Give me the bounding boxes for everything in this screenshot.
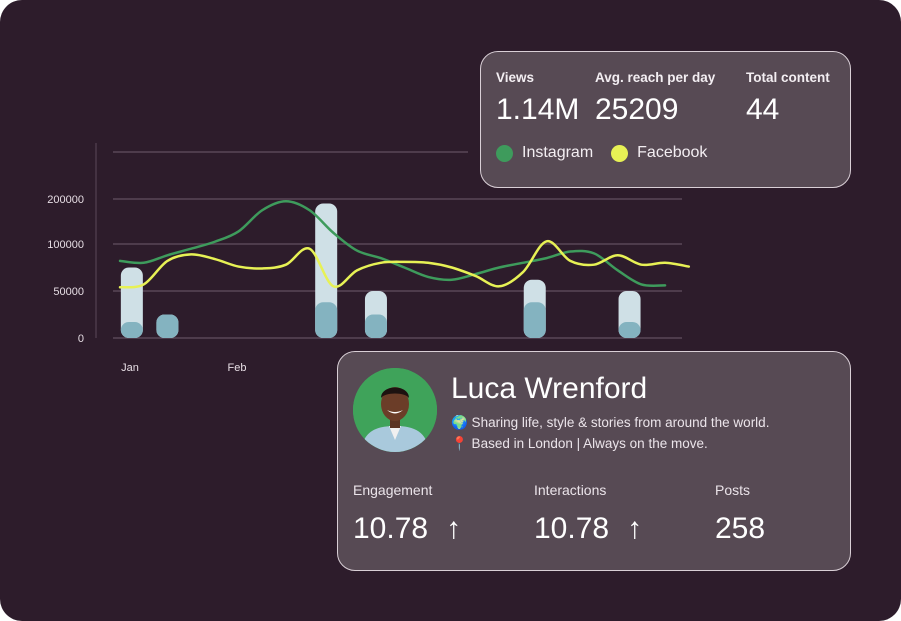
profile-location-line: 📍 Based in London | Always on the move. [451,436,708,451]
views-stat: Views 1.14M [496,70,579,127]
engagement-metric: Engagement 10.78 ↑ [353,482,461,546]
stats-card: Views 1.14M Avg. reach per day 25209 Tot… [480,51,851,188]
content-value: 44 [746,93,780,126]
content-label: Total content [746,70,830,85]
avatar[interactable] [353,368,437,452]
arrow-up-icon: ↑ [446,512,462,545]
profile-name: Luca Wrenford [451,372,648,405]
reach-label: Avg. reach per day [595,70,716,85]
y-tick-label: 50000 [53,286,84,298]
posts-metric: Posts 258 [715,482,765,546]
y-tick-label: 200000 [47,194,84,206]
legend-facebook[interactable]: Facebook [637,144,708,161]
views-label: Views [496,70,535,85]
posts-value: 258 [715,512,766,545]
facebook-series-line[interactable] [118,240,691,289]
arrow-up-icon: ↑ [627,512,643,545]
y-tick-label: 100000 [47,239,84,251]
views-value: 1.14M [496,93,580,126]
reach-value: 25209 [595,93,679,126]
bar-fill[interactable] [523,302,546,338]
bar-fill[interactable] [315,302,338,338]
bar-total[interactable] [120,267,143,339]
interactions-value: 10.78 [534,512,610,545]
profile-bio-line: 🌍 Sharing life, style & stories from aro… [451,415,770,430]
engagement-value: 10.78 [353,512,429,545]
legend-instagram[interactable]: Instagram [522,144,594,161]
engagement-label: Engagement [353,482,433,498]
x-tick-label: Feb [228,362,247,374]
person-avatar-icon [353,368,437,452]
posts-label: Posts [715,482,751,498]
y-tick-label: 0 [78,333,84,345]
bar-fill[interactable] [156,314,179,339]
profile-card: Luca Wrenford 🌍 Sharing life, style & st… [337,351,851,571]
facebook-dot-icon [611,144,629,162]
chart-legend: Instagram Facebook [496,144,707,162]
x-tick-label: Jan [121,362,139,374]
content-stat: Total content 44 [746,70,830,127]
bar-fill[interactable] [364,314,387,339]
bar-fill[interactable] [618,322,641,338]
bar-fill[interactable] [120,322,143,338]
interactions-label: Interactions [534,482,607,498]
interactions-metric: Interactions 10.78 ↑ [534,482,642,546]
reach-stat: Avg. reach per day 25209 [595,70,715,127]
instagram-dot-icon [496,144,513,162]
